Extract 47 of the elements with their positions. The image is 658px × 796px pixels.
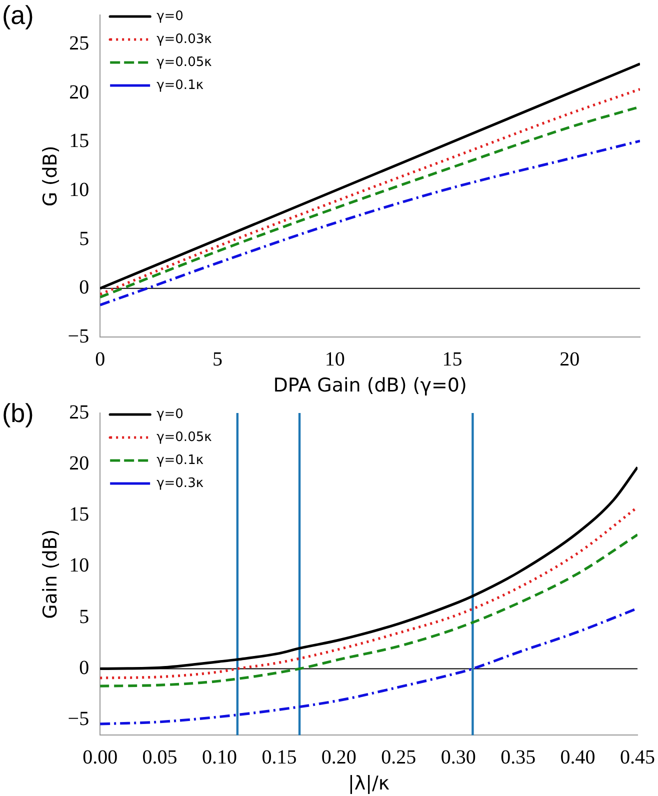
x-tick-label: 0: [95, 348, 106, 370]
legend-label: γ=0.05κ: [156, 430, 212, 445]
x-tick-label: 0.00: [82, 746, 118, 768]
line-series: [100, 533, 638, 688]
x-tick-label: 20: [560, 348, 580, 370]
y-tick-label: −5: [68, 708, 90, 730]
y-tick-label: 10: [69, 554, 90, 577]
y-axis-title: Gain (dB): [39, 529, 62, 619]
y-tick-label: 15: [69, 504, 90, 526]
x-tick-label: 0.10: [202, 746, 238, 768]
line-series: [100, 506, 638, 680]
legend-label: γ=0.03κ: [156, 32, 212, 47]
y-tick-label: 20: [69, 81, 90, 104]
x-tick-label: 10: [324, 348, 345, 370]
legend-label: γ=0: [156, 8, 184, 24]
y-tick-label: 0: [79, 656, 90, 679]
y-tick-label: 20: [69, 452, 90, 474]
x-tick-label: 0.30: [440, 746, 476, 768]
legend-label: γ=0.1κ: [156, 78, 204, 93]
y-tick-label: 10: [69, 178, 90, 201]
x-tick-label: 0.20: [321, 746, 356, 768]
x-tick-label: 15: [442, 348, 462, 370]
y-tick-label: 5: [79, 606, 90, 628]
x-axis-title: DPA Gain (dB) (γ=0): [273, 374, 467, 397]
x-tick-label: 0.05: [142, 746, 178, 768]
text: (a): [2, 0, 34, 30]
legend-label: γ=0: [156, 406, 184, 422]
legend-label: γ=0.3κ: [156, 476, 204, 491]
line-series: [100, 140, 640, 306]
x-tick-label: 0.25: [381, 746, 416, 768]
legend-label: γ=0.05κ: [156, 54, 212, 70]
text: (b): [2, 398, 34, 428]
line-series: [100, 607, 638, 726]
y-tick-label: 25: [69, 32, 90, 55]
legend-label: γ=0.1κ: [156, 452, 204, 468]
x-tick-label: 0.45: [620, 746, 655, 768]
x-tick-label: 0.15: [262, 746, 297, 768]
y-tick-label: 25: [69, 401, 90, 424]
x-tick-label: 0.35: [500, 746, 536, 768]
y-axis-title: G (dB): [39, 146, 62, 206]
y-tick-label: 5: [79, 228, 90, 250]
x-axis-title: |λ|/κ: [348, 772, 390, 795]
x-tick-label: 0.40: [560, 746, 596, 768]
y-tick-label: −5: [68, 325, 90, 348]
y-tick-label: 0: [79, 276, 90, 299]
x-tick-label: 5: [212, 348, 222, 370]
y-tick-label: 15: [69, 130, 90, 152]
